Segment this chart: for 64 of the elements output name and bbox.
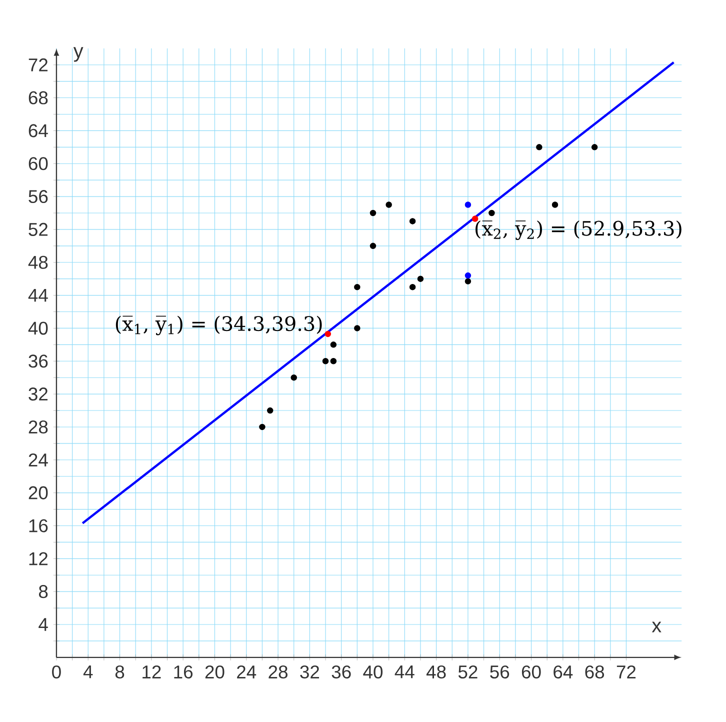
y-tick-label: 44: [28, 288, 48, 302]
point: [370, 210, 376, 216]
y-tick-label: 36: [28, 354, 48, 368]
x-axis-title: x: [652, 622, 662, 632]
x-tick-label: 28: [268, 665, 288, 679]
point: [536, 144, 542, 150]
y-tick-label: 52: [28, 222, 48, 236]
annotation: (x̅$_{2}$, y̅$_{2}$) = (52.9,53.3): [476, 220, 682, 240]
point: [354, 284, 360, 290]
point: [409, 218, 416, 224]
y-axis-title: y: [73, 47, 84, 62]
x-tick-label: 24: [237, 665, 256, 678]
point: [552, 202, 558, 208]
point: [354, 325, 360, 332]
x-tick-label: 16: [174, 665, 193, 679]
y-tick-label: 68: [28, 91, 48, 104]
x-tick-label: 48: [426, 665, 446, 679]
x-tick-label: 0: [52, 665, 61, 679]
x-tick-label: 36: [332, 665, 351, 679]
x-tick-label: 64: [554, 665, 573, 679]
point: [488, 210, 495, 216]
y-tick-label: 48: [28, 256, 48, 269]
y-tick-label: 12: [29, 552, 48, 566]
y-tick-label: 28: [28, 420, 48, 434]
point: [409, 284, 416, 290]
y-tick-label: 64: [28, 124, 48, 138]
y-tick-label: 8: [38, 585, 48, 598]
point: [464, 202, 472, 208]
point: [417, 276, 424, 282]
y-tick-label: 40: [28, 322, 48, 335]
y-tick-label: 56: [28, 190, 48, 204]
point: [324, 330, 332, 338]
point: [472, 216, 478, 222]
point: [322, 358, 329, 364]
x-tick-label: 40: [363, 665, 383, 679]
point: [330, 342, 337, 348]
annotation: (x̅$_{1}$, y̅$_{1}$) = (34.3,39.3): [116, 316, 322, 336]
x-tick-label: 8: [115, 665, 124, 679]
x-tick-label: 12: [142, 665, 161, 678]
y-tick-label: 24: [28, 453, 48, 466]
y-tick-label: 16: [29, 519, 48, 532]
x-tick-label: 56: [490, 665, 510, 679]
point: [591, 144, 598, 150]
x-tick-label: 44: [394, 665, 414, 678]
point: [259, 424, 266, 430]
point: [330, 358, 337, 364]
point: [386, 202, 392, 208]
x-tick-label: 32: [300, 665, 320, 679]
point: [464, 278, 472, 284]
y-tick-label: 32: [28, 388, 48, 401]
x-tick-label: 4: [83, 665, 93, 678]
x-tick-label: 68: [585, 665, 604, 679]
x-tick-label: 60: [522, 665, 541, 679]
x-tick-label: 20: [205, 665, 224, 679]
y-tick-label: 4: [38, 618, 48, 631]
y-tick-label: 60: [28, 157, 48, 170]
point: [290, 374, 297, 381]
point: [464, 272, 472, 279]
x-tick-label: 52: [458, 665, 478, 679]
y-tick-label: 20: [28, 486, 48, 500]
x-tick-label: 72: [616, 665, 636, 678]
point: [370, 242, 376, 250]
y-tick-label: 72: [28, 58, 48, 72]
point: [267, 407, 274, 414]
